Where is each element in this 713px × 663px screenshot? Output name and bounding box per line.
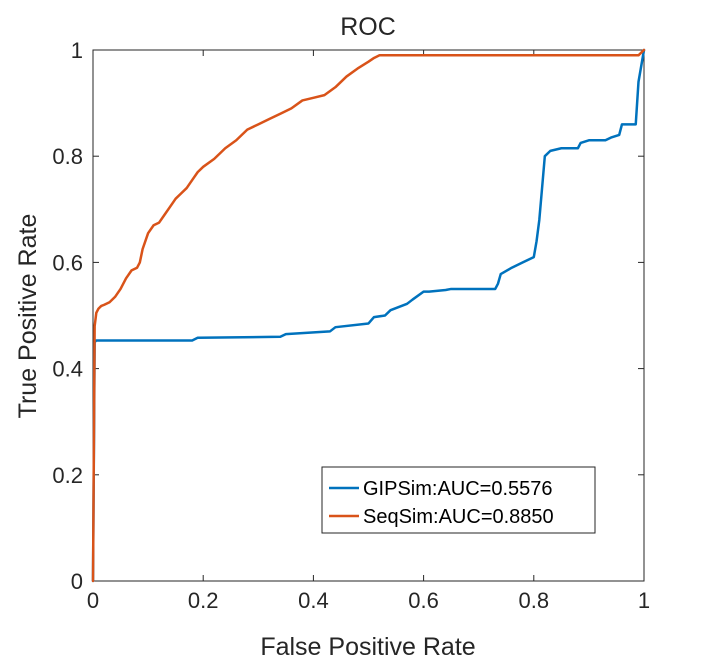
legend: GIPSim:AUC=0.5576 SeqSim:AUC=0.8850 [321, 466, 596, 534]
series-line-seqsim [91, 48, 646, 583]
y-tick-label: 0 [71, 569, 83, 594]
x-tick-label: 1 [638, 588, 650, 613]
y-tick-label: 0.6 [52, 250, 83, 275]
x-axis-label: False Positive Rate [260, 633, 475, 661]
series-line-gipsim [91, 48, 646, 583]
y-axis-ticks: 0 0.2 0.4 0.6 0.8 1 [52, 38, 644, 594]
x-tick-label: 0.2 [188, 588, 219, 613]
y-tick-label: 1 [71, 38, 83, 63]
x-tick-label: 0 [87, 588, 99, 613]
x-tick-label: 0.6 [408, 588, 439, 613]
x-tick-label: 0.8 [519, 588, 550, 613]
x-tick-label: 0.4 [298, 588, 329, 613]
series-layer [91, 48, 646, 583]
y-tick-label: 0.4 [52, 357, 83, 382]
legend-label-gipsim: GIPSim:AUC=0.5576 [363, 478, 553, 500]
y-axis-label: True Positive Rate [14, 214, 42, 419]
y-tick-label: 0.2 [52, 463, 83, 488]
chart-title: ROC [340, 13, 396, 41]
y-tick-label: 0.8 [52, 144, 83, 169]
legend-label-seqsim: SeqSim:AUC=0.8850 [363, 506, 554, 528]
legend-box [321, 466, 596, 534]
